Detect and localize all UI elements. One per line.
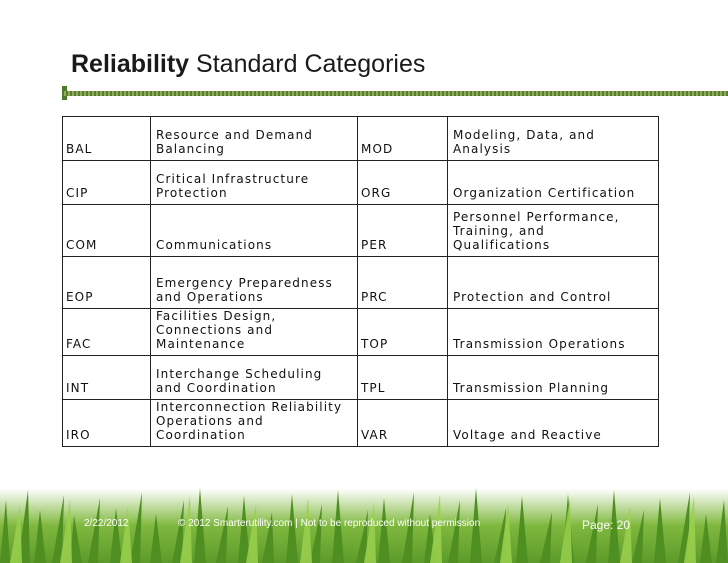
- category-name: Organization Certification: [447, 160, 659, 205]
- table-row: IRO Interconnection Reliability Operatio…: [62, 399, 659, 447]
- category-code: BAL: [62, 116, 151, 161]
- category-code: PRC: [357, 256, 448, 309]
- grass-blades: [0, 488, 728, 563]
- category-code: PER: [357, 204, 448, 257]
- table-row: BAL Resource and Demand Balancing MOD Mo…: [62, 116, 659, 161]
- category-name: Facilities Design, Connections and Maint…: [150, 308, 358, 356]
- table-row: INT Interchange Scheduling and Coordinat…: [62, 355, 659, 400]
- category-code: CIP: [62, 160, 151, 205]
- footer-copyright: © 2012 Smarterutility.com | Not to be re…: [178, 518, 481, 529]
- grass-banner: [0, 470, 728, 563]
- category-code: TPL: [357, 355, 448, 400]
- footer-page-number: Page: 20: [582, 518, 631, 532]
- table-row: COM Communications PER Personnel Perform…: [62, 204, 659, 257]
- category-name: Resource and Demand Balancing: [150, 116, 358, 161]
- category-name: Voltage and Reactive: [447, 399, 659, 447]
- footer-date: 2/22/2012: [84, 518, 129, 529]
- category-code: COM: [62, 204, 151, 257]
- standards-table: BAL Resource and Demand Balancing MOD Mo…: [62, 116, 659, 447]
- category-name: Communications: [150, 204, 358, 257]
- title-rest: Standard Categories: [189, 50, 426, 78]
- table-row: EOP Emergency Preparedness and Operation…: [62, 256, 659, 309]
- category-name: Critical Infrastructure Protection: [150, 160, 358, 205]
- table-row: CIP Critical Infrastructure Protection O…: [62, 160, 659, 205]
- title-bold: Reliability: [71, 50, 190, 78]
- category-name: Transmission Operations: [447, 308, 659, 356]
- category-code: EOP: [62, 256, 151, 309]
- category-name: Interconnection Reliability Operations a…: [150, 399, 358, 447]
- category-code: ORG: [357, 160, 448, 205]
- category-code: TOP: [357, 308, 448, 356]
- category-code: INT: [62, 355, 151, 400]
- category-name: Personnel Performance, Training, and Qua…: [447, 204, 659, 257]
- title-rule: [62, 91, 728, 96]
- category-code: FAC: [62, 308, 151, 356]
- category-code: VAR: [357, 399, 448, 447]
- category-name: Interchange Scheduling and Coordination: [150, 355, 358, 400]
- category-code: IRO: [62, 399, 151, 447]
- category-name: Modeling, Data, and Analysis: [447, 116, 659, 161]
- slide-title: Reliability Standard Categories: [71, 50, 425, 79]
- category-name: Transmission Planning: [447, 355, 659, 400]
- category-name: Emergency Preparedness and Operations: [150, 256, 358, 309]
- category-code: MOD: [357, 116, 448, 161]
- category-name: Protection and Control: [447, 256, 659, 309]
- table-row: FAC Facilities Design, Connections and M…: [62, 308, 659, 356]
